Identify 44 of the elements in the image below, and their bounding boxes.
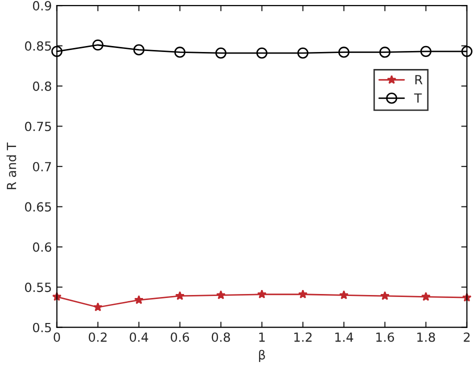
- point: [51, 46, 62, 57]
- point: [92, 39, 104, 51]
- x-tick-label: 0.6: [170, 332, 190, 342]
- point: [257, 290, 267, 298]
- x-tick-label: 0: [54, 332, 60, 342]
- x-tick-label: 0.8: [212, 332, 230, 342]
- point: [420, 46, 432, 57]
- x-tick-label: 2: [464, 332, 470, 342]
- point: [93, 302, 103, 312]
- y-tick-label: 0.7: [32, 162, 51, 172]
- y-tick-label: 0.85: [25, 41, 51, 51]
- y-tick-label: 0.8: [32, 81, 52, 91]
- y-tick-label: 0.75: [25, 122, 51, 132]
- point: [174, 46, 186, 58]
- x-axis-title: β: [259, 350, 265, 362]
- point: [461, 46, 472, 57]
- x-tick-label: 1.4: [335, 332, 354, 342]
- y-tick-label: 0.6: [32, 242, 52, 252]
- point: [297, 47, 308, 59]
- point: [380, 291, 390, 300]
- y-tick-label: 0.5: [32, 322, 51, 332]
- y-tick-label: 0.55: [25, 282, 51, 292]
- point: [379, 46, 390, 58]
- point: [338, 46, 350, 58]
- point: [216, 290, 226, 300]
- point: [256, 47, 268, 59]
- x-tick-label: 0.4: [130, 332, 148, 342]
- point: [133, 44, 144, 56]
- point: [339, 290, 349, 300]
- legend-label: T: [414, 93, 422, 103]
- x-tick-label: 1: [259, 332, 265, 342]
- legend-label: R: [415, 75, 422, 84]
- point: [134, 295, 144, 304]
- point: [175, 291, 185, 300]
- x-tick-label: 1.6: [376, 332, 394, 342]
- point: [421, 292, 431, 301]
- x-tick-label: 1.2: [294, 332, 312, 342]
- y-axis-title: R and T: [6, 142, 16, 190]
- point: [215, 47, 226, 59]
- y-tick-label: 0.65: [25, 202, 51, 212]
- y-tick-label: 0.9: [32, 1, 52, 11]
- x-tick-label: 1.8: [417, 332, 435, 342]
- point: [298, 290, 308, 298]
- x-tick-label: 0.2: [88, 332, 107, 342]
